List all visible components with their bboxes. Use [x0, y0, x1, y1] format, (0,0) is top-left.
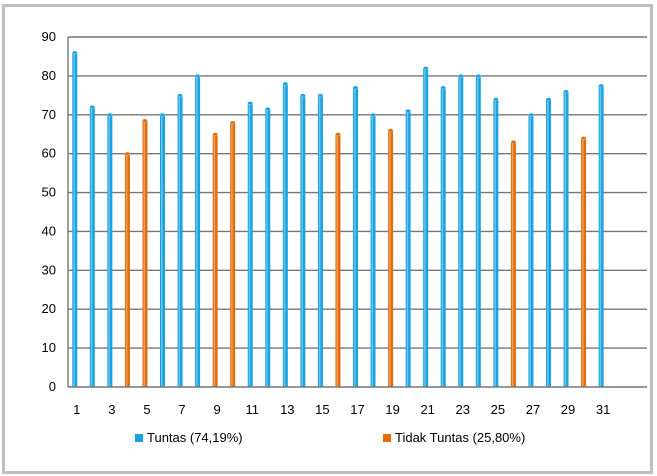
y-tick-label: 50: [42, 185, 56, 200]
bar-tidak-tuntas: [124, 151, 131, 387]
legend-label: Tuntas (74,19%): [147, 430, 243, 445]
legend: Tuntas (74,19%) Tidak Tuntas (25,80%): [135, 430, 525, 445]
bar-tuntas: [107, 112, 113, 388]
x-tick-label: 9: [214, 402, 221, 417]
chart-frame: 0 10 20 30 40 50 60 70 80 90 1 3 5 7 9 11 13 15 17 19 21 23 2…: [2, 4, 653, 474]
bar-tuntas: [475, 74, 482, 387]
x-tick-label: 5: [143, 402, 150, 417]
bar-tuntas: [159, 112, 166, 388]
x-tick-label: 29: [561, 402, 575, 417]
x-tick-label: 25: [491, 402, 505, 417]
x-tick-label: 31: [596, 402, 610, 417]
legend-swatch: [135, 434, 143, 442]
bar-tidak-tuntas: [580, 136, 587, 387]
bar-tuntas: [72, 50, 78, 388]
bar-tuntas: [247, 101, 253, 387]
bar-tuntas: [89, 105, 96, 387]
bar-tidak-tuntas: [229, 120, 236, 388]
legend-label: Tidak Tuntas (25,80%): [395, 430, 525, 445]
bar-tuntas: [194, 74, 201, 387]
y-tick-label: 40: [42, 223, 56, 238]
bar-tuntas: [370, 112, 376, 388]
bar-tuntas: [405, 109, 411, 387]
y-tick-label: 30: [42, 262, 56, 277]
x-tick-label: 7: [178, 402, 185, 417]
x-tick-label: 15: [315, 402, 329, 417]
bar-tuntas: [282, 81, 289, 388]
y-tick-label: 90: [42, 29, 56, 44]
y-tick-label: 70: [42, 107, 56, 122]
bar-tidak-tuntas: [335, 132, 341, 387]
y-tick-label: 80: [42, 68, 56, 83]
x-tick-label: 17: [350, 402, 364, 417]
x-axis-ticks: 1 3 5 7 9 11 13 15 17 19 21 23 25 27 29 31: [73, 402, 610, 417]
bar-tuntas: [317, 93, 324, 387]
y-axis-ticks: 0 10 20 30 40 50 60 70 80 90: [42, 29, 56, 394]
bar-tuntas: [528, 112, 534, 388]
bar-tuntas: [177, 93, 183, 387]
bar-tidak-tuntas: [510, 140, 517, 387]
x-tick-label: 11: [245, 402, 259, 417]
bar-tidak-tuntas: [387, 128, 394, 387]
x-tick-label: 21: [420, 402, 434, 417]
bar-tidak-tuntas: [212, 132, 218, 387]
bar-tuntas: [598, 83, 604, 387]
y-tick-label: 10: [42, 340, 56, 355]
bar-tuntas: [300, 93, 306, 387]
bar-tuntas: [265, 107, 271, 387]
bar-tuntas: [458, 74, 464, 387]
bar-tuntas: [563, 89, 569, 387]
x-tick-label: 13: [280, 402, 294, 417]
bar-tuntas: [545, 97, 552, 387]
x-tick-label: 27: [526, 402, 540, 417]
x-tick-label: 19: [385, 402, 399, 417]
legend-entry: Tidak Tuntas (25,80%): [383, 430, 525, 445]
bar-tuntas: [352, 85, 359, 388]
legend-swatch: [383, 434, 391, 442]
legend-entry: Tuntas (74,19%): [135, 430, 243, 445]
y-tick-label: 60: [42, 146, 56, 161]
x-tick-label: 1: [73, 402, 80, 417]
bar-tuntas: [440, 85, 446, 388]
y-tick-label: 0: [49, 379, 56, 394]
bars: [72, 50, 604, 388]
axes: [67, 37, 647, 388]
bar-tuntas: [422, 66, 429, 387]
bar-tidak-tuntas: [142, 118, 148, 387]
x-tick-label: 23: [456, 402, 470, 417]
y-tick-label: 20: [42, 301, 56, 316]
x-tick-label: 3: [108, 402, 115, 417]
bar-tuntas: [493, 97, 499, 387]
